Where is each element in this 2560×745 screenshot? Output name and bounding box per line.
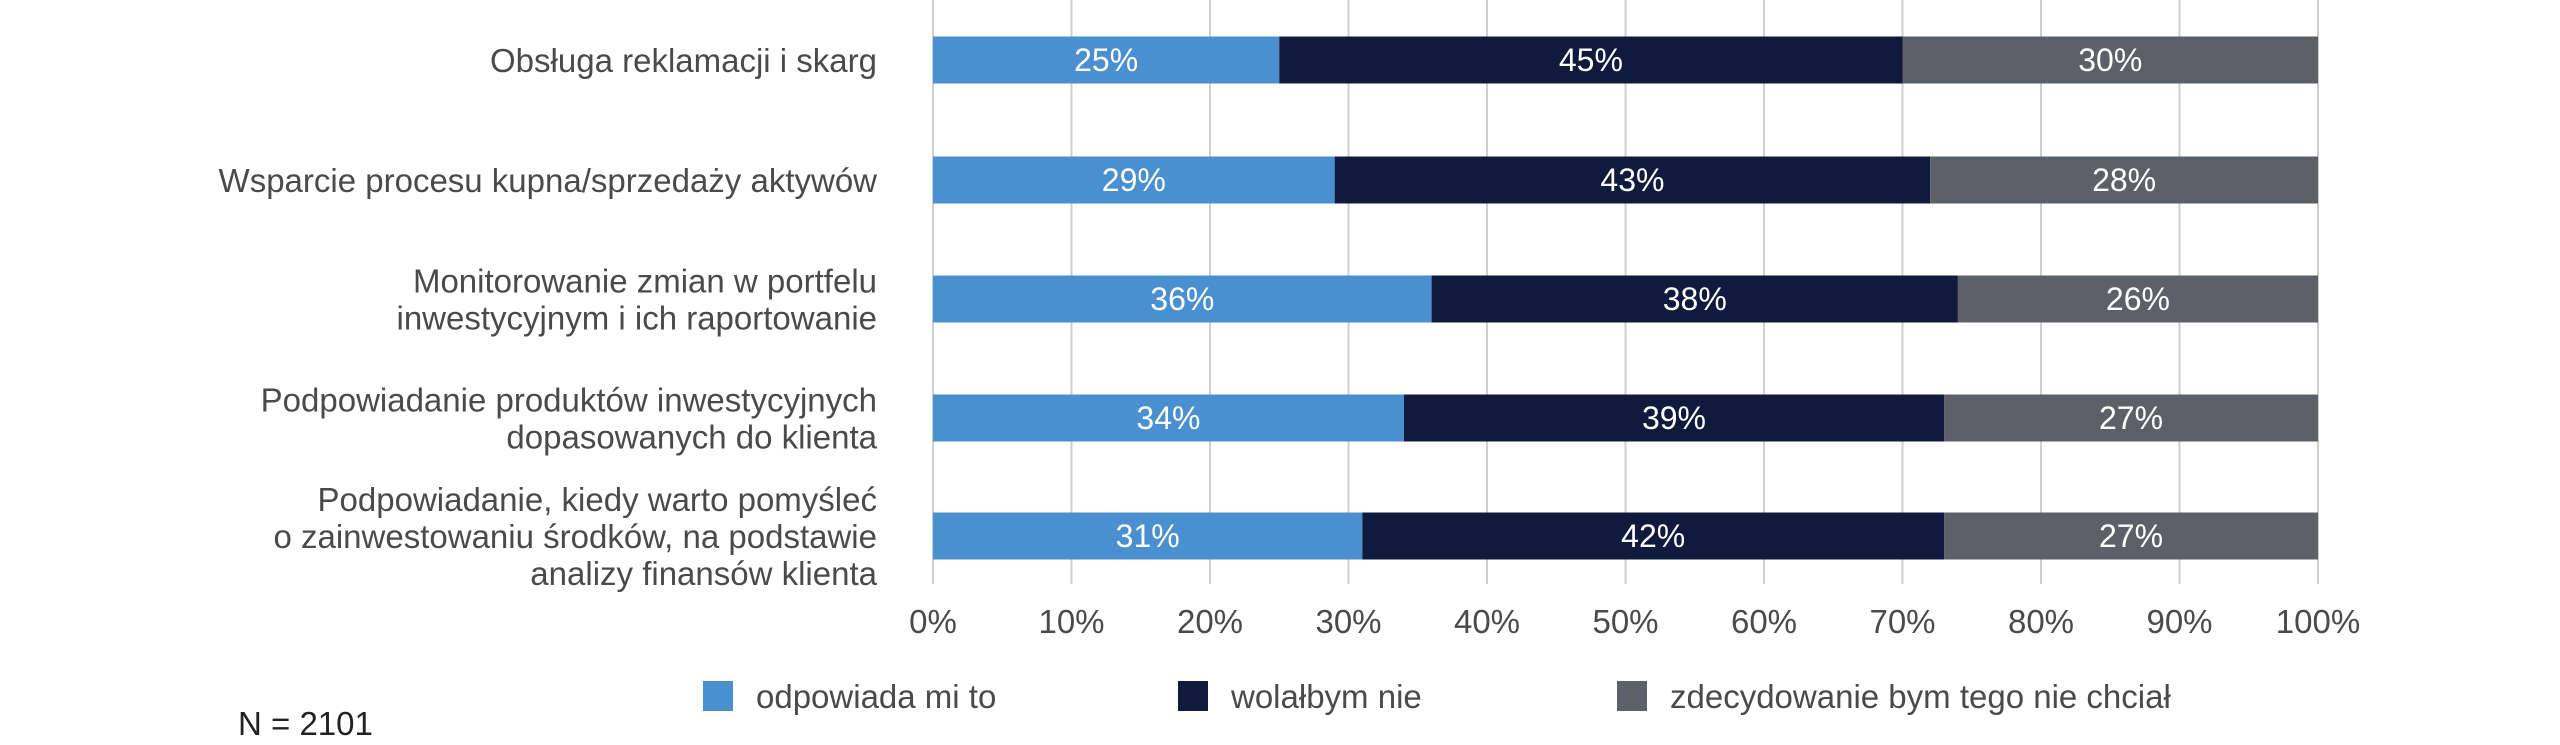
x-tick-label: 100% [2276, 603, 2360, 640]
data-label: 28% [2092, 162, 2156, 198]
bar-segment [1944, 394, 2318, 442]
legend-label: odpowiada mi to [756, 678, 996, 715]
x-tick-label: 0% [909, 603, 957, 640]
x-tick-label: 40% [1454, 603, 1520, 640]
category-label: Podpowiadanie produktów inwestycyjnych [261, 382, 877, 419]
bar-segment [933, 394, 1404, 442]
legend-swatch [703, 681, 733, 711]
legend-label: wolałbym nie [1230, 678, 1422, 715]
category-labels: Obsługa reklamacji i skarg Wsparcie proce… [219, 42, 878, 592]
x-tick-label: 80% [2008, 603, 2074, 640]
bar-segment [1902, 36, 2318, 84]
x-tick-label: 20% [1177, 603, 1243, 640]
data-label: 34% [1136, 400, 1200, 436]
data-label: 29% [1102, 162, 1166, 198]
data-label: 26% [2106, 281, 2170, 317]
legend: odpowiada mi to wolałbym nie zdecydowanie … [703, 678, 2171, 715]
category-label: inwestycyjnym i ich raportowanie [396, 300, 877, 337]
legend-swatch [1178, 681, 1208, 711]
sample-size-note: N = 2101 [238, 705, 373, 740]
category-label: Wsparcie procesu kupna/sprzedaży aktywów [219, 162, 878, 199]
x-axis-ticks: 0% 10% 20% 30% 40% 50% 60% 70% 80% 90% 100% [909, 603, 2360, 640]
data-label: 39% [1642, 400, 1706, 436]
bar-segment [1334, 156, 1931, 204]
category-label: Monitorowanie zmian w portfelu [413, 263, 877, 300]
category-label: Podpowiadanie, kiedy warto pomyśleć [318, 481, 877, 518]
bar-segment [1403, 394, 1945, 442]
bar-segment [933, 512, 1363, 560]
category-label: analizy finansów klienta [530, 555, 877, 592]
x-tick-label: 30% [1315, 603, 1381, 640]
category-label: o zainwestowaniu środków, na podstawie [273, 518, 877, 555]
x-tick-label: 70% [1869, 603, 1935, 640]
bar-segment [1279, 36, 1903, 84]
x-tick-label: 60% [1731, 603, 1797, 640]
data-label: 25% [1074, 42, 1138, 78]
legend-label: zdecydowanie bym tego nie chciał [1670, 678, 2171, 715]
bar-segment [1930, 156, 2318, 204]
bar-segment [1944, 512, 2318, 560]
x-tick-label: 50% [1592, 603, 1658, 640]
data-label: 27% [2099, 400, 2163, 436]
data-label: 27% [2099, 518, 2163, 554]
bar-segment [933, 275, 1432, 323]
bar-segment [933, 36, 1280, 84]
x-tick-label: 90% [2146, 603, 2212, 640]
data-label: 45% [1559, 42, 1623, 78]
category-label: dopasowanych do klienta [506, 419, 877, 456]
data-label: 42% [1621, 518, 1685, 554]
bar-segment [1957, 275, 2318, 323]
x-tick-label: 10% [1038, 603, 1104, 640]
data-label: 30% [2078, 42, 2142, 78]
bar-segment [1362, 512, 1945, 560]
data-label: 31% [1116, 518, 1180, 554]
data-label: 43% [1600, 162, 1664, 198]
bar-segment [933, 156, 1335, 204]
legend-swatch [1617, 681, 1647, 711]
data-label: 38% [1663, 281, 1727, 317]
category-label: Obsługa reklamacji i skarg [490, 42, 877, 79]
data-label: 36% [1150, 281, 1214, 317]
bars: 25% 45% 30% 29% 43% 28% 36% 38% 26% 34% 39% 27% 31% 4… [933, 36, 2318, 560]
bar-segment [1431, 275, 1958, 323]
